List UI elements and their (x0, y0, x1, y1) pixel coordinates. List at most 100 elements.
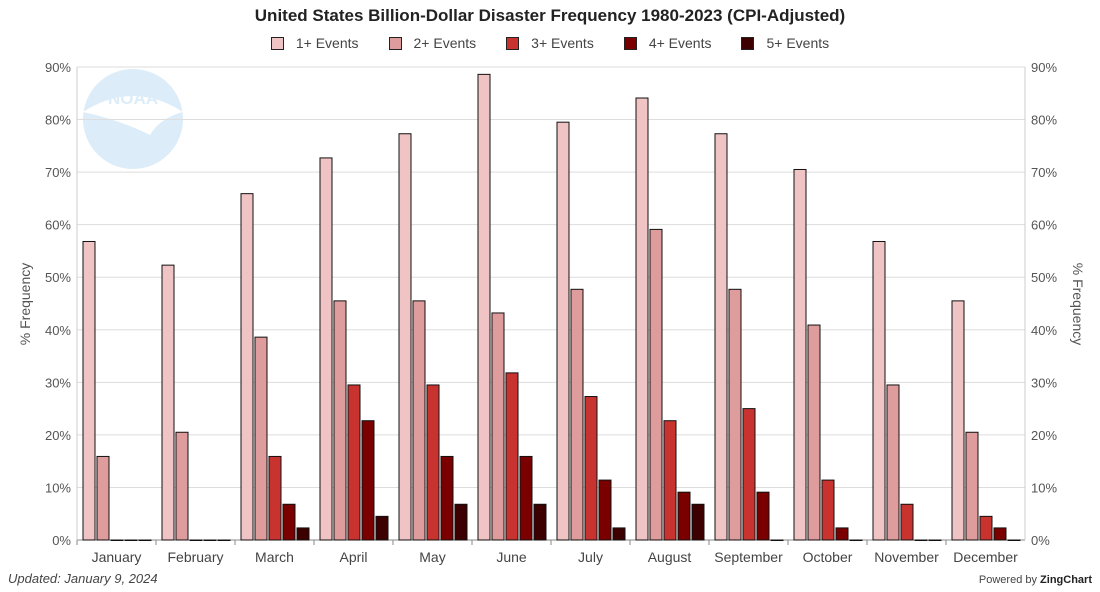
y-axis-title: % Frequency (17, 263, 33, 345)
chart-title: United States Billion-Dollar Disaster Fr… (254, 6, 846, 25)
bar-may-1 (398, 133, 412, 541)
bar-december-4 (993, 527, 1007, 541)
bar-december-2 (965, 431, 979, 541)
bar-may-3 (426, 384, 440, 541)
bar-june-5 (533, 503, 547, 541)
powered-by[interactable]: Powered by ZingChart (979, 574, 1092, 586)
powered-prefix: Powered by (978, 574, 1041, 586)
bar-june-3 (505, 372, 519, 541)
x-tick-label: April (339, 549, 367, 565)
legend-label: 3+ Events (531, 35, 594, 51)
y-tick-label-right: 90% (1031, 60, 1057, 75)
bar-july-5 (612, 527, 626, 541)
y-tick-label-right: 40% (1031, 323, 1057, 338)
x-tick-label: July (578, 549, 603, 565)
y-tick-label: 30% (45, 375, 71, 390)
x-tick-label: June (496, 549, 527, 565)
bar-october-4 (835, 527, 849, 541)
legend-swatch (623, 36, 637, 50)
legend-label: 4+ Events (648, 35, 712, 51)
x-tick-label: October (803, 549, 853, 565)
x-tick-label: March (255, 549, 294, 565)
y-tick-label-right: 80% (1031, 113, 1057, 128)
y-tick-label: 0% (52, 533, 71, 548)
bar-march-3 (268, 455, 282, 541)
y-tick-label: 90% (45, 60, 71, 75)
bar-march-4 (282, 503, 296, 541)
noaa-logo-text: NOAA (108, 89, 158, 108)
legend-item[interactable]: 5+ Events (741, 35, 829, 51)
legend-label: 5+ Events (766, 35, 830, 51)
x-tick-label: September (714, 549, 783, 565)
legend-swatch (741, 36, 755, 50)
bar-november-2 (886, 384, 900, 541)
bar-november-3 (900, 503, 914, 541)
bar-november-4 (914, 539, 928, 541)
y-tick-label-right: 10% (1031, 480, 1057, 495)
x-tick-label: August (648, 549, 692, 565)
y-tick-label: 50% (45, 270, 71, 285)
legend-label: 2+ Events (413, 35, 477, 51)
y-tick-label-right: 60% (1031, 218, 1057, 233)
x-tick-label: May (419, 549, 445, 565)
legend-item[interactable]: 4+ Events (623, 35, 712, 51)
bar-april-2 (333, 300, 347, 541)
bar-december-5 (1007, 539, 1021, 541)
bar-february-1 (161, 264, 175, 541)
x-tick-label: January (92, 549, 142, 565)
bar-september-1 (714, 133, 728, 541)
bar-october-1 (793, 168, 807, 541)
y-tick-label: 80% (45, 113, 71, 128)
bar-december-3 (979, 515, 993, 541)
bar-september-4 (756, 491, 770, 541)
bar-february-5 (217, 539, 231, 541)
y-tick-label-right: 20% (1031, 428, 1057, 443)
legend-label: 1+ Events (295, 35, 359, 51)
bar-august-1 (635, 97, 649, 541)
bar-january-1 (82, 240, 96, 541)
bar-august-3 (663, 420, 677, 541)
bar-june-4 (519, 455, 533, 541)
bar-january-3 (110, 539, 124, 541)
bar-may-2 (412, 300, 426, 541)
bar-april-5 (375, 515, 389, 541)
y-tick-label: 10% (45, 480, 71, 495)
bar-january-2 (96, 455, 110, 541)
bar-october-2 (807, 324, 821, 541)
y-tick-label: 70% (45, 165, 71, 180)
updated-text: Updated: January 9, 2024 (8, 571, 158, 586)
y-tick-label-right: 30% (1031, 375, 1057, 390)
bar-january-5 (138, 539, 152, 541)
legend-item[interactable]: 3+ Events (506, 35, 594, 51)
y-tick-label: 60% (45, 218, 71, 233)
bar-may-4 (440, 455, 454, 541)
bar-february-4 (203, 539, 217, 541)
legend: 1+ Events 2+ Events 3+ Events 4+ Events 5+ E… (0, 35, 1100, 51)
bar-april-1 (319, 157, 333, 541)
noaa-logo-bird (83, 96, 183, 135)
bar-february-2 (175, 431, 189, 541)
x-tick-label: February (167, 549, 223, 565)
x-tick-label: December (953, 549, 1018, 565)
legend-item[interactable]: 1+ Events (270, 35, 359, 51)
bar-july-2 (570, 288, 584, 541)
bar-august-5 (691, 503, 705, 541)
bar-september-5 (770, 539, 784, 541)
bar-september-2 (728, 288, 742, 541)
bar-august-4 (677, 491, 691, 541)
bar-june-2 (491, 312, 505, 541)
bar-august-2 (649, 228, 663, 541)
legend-item[interactable]: 2+ Events (388, 35, 477, 51)
bar-june-1 (477, 73, 491, 541)
y-tick-label: 20% (45, 428, 71, 443)
bar-july-4 (598, 479, 612, 541)
bar-november-5 (928, 539, 942, 541)
bar-october-5 (849, 539, 863, 541)
y-tick-label-right: 0% (1031, 533, 1050, 548)
y-tick-label-right: 70% (1031, 165, 1057, 180)
bar-february-3 (189, 539, 203, 541)
bar-march-2 (254, 336, 268, 541)
legend-swatch (506, 36, 520, 50)
y-tick-label-right: 50% (1031, 270, 1057, 285)
